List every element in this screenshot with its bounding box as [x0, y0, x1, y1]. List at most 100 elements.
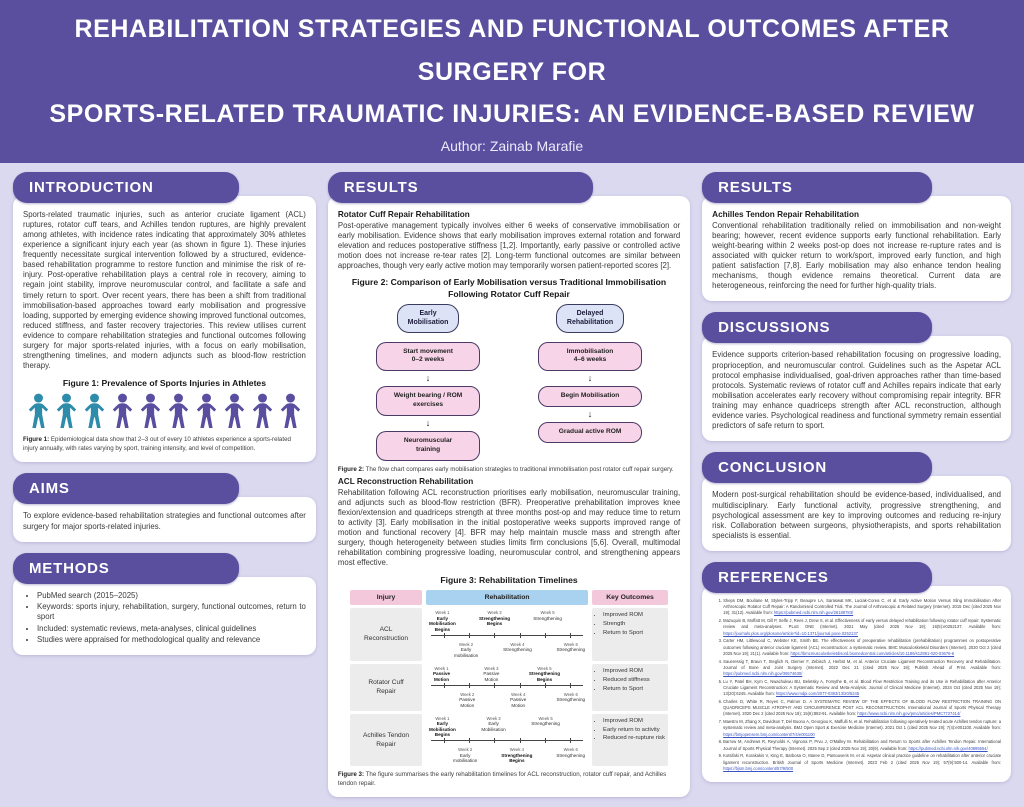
poster-columns: INTRODUCTION Sports-related traumatic in…	[0, 163, 1024, 807]
reference-item: Saueressig T, Braun T, Steglich N, Dieme…	[723, 659, 1001, 678]
person-icon	[82, 393, 107, 431]
flowchart-delayed-column: Delayed Rehabilitation Immobilisation 4–…	[526, 304, 654, 461]
reference-link[interactable]: https://bmjopensem.bmj.com/content/7/4/e…	[723, 732, 815, 737]
timeline-entry	[454, 666, 479, 683]
figure1-pictogram	[23, 393, 306, 431]
reference-link[interactable]: https://pubmed.ncbi.nlm.nih.gov/26188783…	[774, 610, 853, 615]
flowchart-early-header: Early Mobilisation	[397, 304, 460, 332]
outcome-item: Early return to activity	[603, 727, 666, 735]
timeline-entry	[532, 747, 556, 764]
figure1-caption: Figure 1: Epidemiological data show that…	[23, 436, 306, 453]
method-bullet: Studies were appraised for methodologica…	[37, 635, 306, 645]
flowchart-step: Gradual active ROM	[538, 422, 642, 443]
methods-section: METHODS PubMed search (2015–2025) Keywor…	[13, 553, 316, 655]
column-header-injury: Injury	[350, 590, 422, 605]
reference-text: Mazuquin B, Moffatt M, Gill P, Selfe J, …	[723, 618, 1001, 629]
figure3-caption-label: Figure 3:	[338, 771, 364, 778]
figure2-caption: Figure 2: The flow chart compares early …	[338, 466, 680, 475]
timeline-label: Early mobilisation	[454, 647, 479, 658]
timeline-label: Passive Motion	[429, 671, 454, 682]
reference-link[interactable]: https://pubmed.ncbi.nlm.nih.gov/36574630…	[723, 671, 802, 676]
acl-body: Rehabilitation following ACL reconstruct…	[338, 488, 680, 569]
timeline-axis	[431, 740, 583, 744]
right-column: RESULTS Achilles Tendon Repair Rehabilit…	[702, 172, 1011, 798]
results-right-card: Achilles Tendon Repair Rehabilitation Co…	[702, 196, 1011, 302]
conclusion-body: Modern post-surgical rehabilitation shou…	[712, 490, 1001, 541]
timeline-label: Passive Motion	[455, 697, 480, 708]
figure3-table-header: Injury Rehabilitation Key Outcomes	[350, 590, 668, 605]
reference-link[interactable]: https://pubmed.ncbi.nlm.nih.gov/40895554…	[909, 746, 988, 751]
outcomes-cell: Improved ROM Early return to activity Re…	[592, 714, 668, 767]
timeline-entry	[456, 610, 479, 633]
reference-link[interactable]: https://bmcmusculoskeletdisord.biomedcen…	[791, 651, 955, 656]
flowchart-delayed-header: Delayed Rehabilitation	[556, 304, 624, 332]
figure1-caption-label: Figure 1:	[23, 436, 49, 443]
timeline-label: Strengthening	[556, 697, 585, 703]
timeline-label: Strengthening	[503, 647, 532, 653]
timeline-entry	[429, 747, 453, 764]
person-icon	[250, 393, 275, 431]
reference-item: Charles D, White R, Reyes C, Palmer D. A…	[723, 699, 1001, 718]
middle-column: RESULTS Rotator Cuff Repair Rehabilitati…	[328, 172, 690, 798]
person-icon	[54, 393, 79, 431]
figure3-caption-text: The figure summarises the early rehabili…	[338, 771, 666, 787]
introduction-section: INTRODUCTION Sports-related traumatic in…	[13, 172, 316, 463]
outcome-item: Return to Sport	[603, 686, 666, 694]
reference-text: Kotsifaki R, Korakakis V, King E, Barbos…	[723, 753, 1001, 764]
timeline-label: Early mobilisation	[453, 753, 477, 764]
conclusion-heading: CONCLUSION	[702, 452, 932, 483]
timeline-entry	[560, 716, 585, 739]
references-list: Sheps DM, Bouliane M, Styles-Tripp F, Be…	[712, 598, 1001, 772]
arrow-down-icon: ↓	[426, 374, 431, 383]
timeline-entry	[429, 692, 454, 709]
introduction-card: Sports-related traumatic injuries, such …	[13, 196, 316, 463]
figure3-caption: Figure 3: The figure summarises the earl…	[338, 771, 680, 788]
discussions-heading: DISCUSSIONS	[702, 312, 932, 343]
arrow-down-icon: ↓	[588, 410, 593, 419]
figure2-title-line-2: Following Rotator Cuff Repair	[448, 289, 570, 299]
references-heading: REFERENCES	[702, 562, 932, 593]
outcome-item: Improved ROM	[603, 718, 666, 726]
timeline-label: Strengthening Begins	[529, 671, 560, 682]
reference-link[interactable]: https://www.ncbi.nlm.nih.gov/pmc/article…	[857, 711, 960, 716]
poster-title-line-1: REHABILITATION STRATEGIES AND FUNCTIONAL…	[74, 15, 949, 86]
reference-item: Carter HM, Littlewood C, Webster KE, Smi…	[723, 638, 1001, 657]
outcome-item: Improved ROM	[603, 612, 666, 620]
injury-cell: ACL Reconstruction	[350, 608, 422, 661]
timeline-label: Strengthening	[556, 753, 585, 759]
conclusion-section: CONCLUSION Modern post-surgical rehabili…	[702, 452, 1011, 551]
reference-text: Sheps DM, Bouliane M, Styles-Tripp F, Be…	[723, 598, 1001, 615]
method-bullet: Keywords: sports injury, rehabilitation,…	[37, 602, 306, 623]
references-card: Sheps DM, Bouliane M, Styles-Tripp F, Be…	[702, 586, 1011, 782]
outcome-item: Improved ROM	[603, 668, 666, 676]
timeline-axis	[431, 685, 583, 689]
reference-link[interactable]: https://bjsm.bmj.com/content/57/9/500	[723, 766, 793, 771]
figure2-caption-text: The flow chart compares early mobilisati…	[366, 466, 674, 473]
reference-link[interactable]: https://journals.plos.org/plosone/articl…	[723, 631, 858, 636]
timeline-entry	[478, 642, 503, 659]
achilles-body: Conventional rehabilitation traditionall…	[712, 221, 1001, 292]
poster-title-line-2: SPORTS-RELATED TRAUMATIC INJURIES: AN EV…	[49, 100, 974, 128]
timeline-entry	[506, 716, 531, 739]
outcome-item: Reduced re-rupture risk	[603, 735, 666, 743]
reference-link[interactable]: https://www.mdpi.com/2077-0383/13/20/624…	[776, 691, 859, 696]
figure3-title: Figure 3: Rehabilitation Timelines	[342, 575, 676, 587]
discussions-section: DISCUSSIONS Evidence supports criterion-…	[702, 312, 1011, 441]
aims-body: To explore evidence-based rehabilitation…	[23, 511, 306, 531]
flowchart-step: Immobilisation 4–6 weeks	[538, 342, 642, 372]
timeline-entry	[560, 666, 585, 683]
